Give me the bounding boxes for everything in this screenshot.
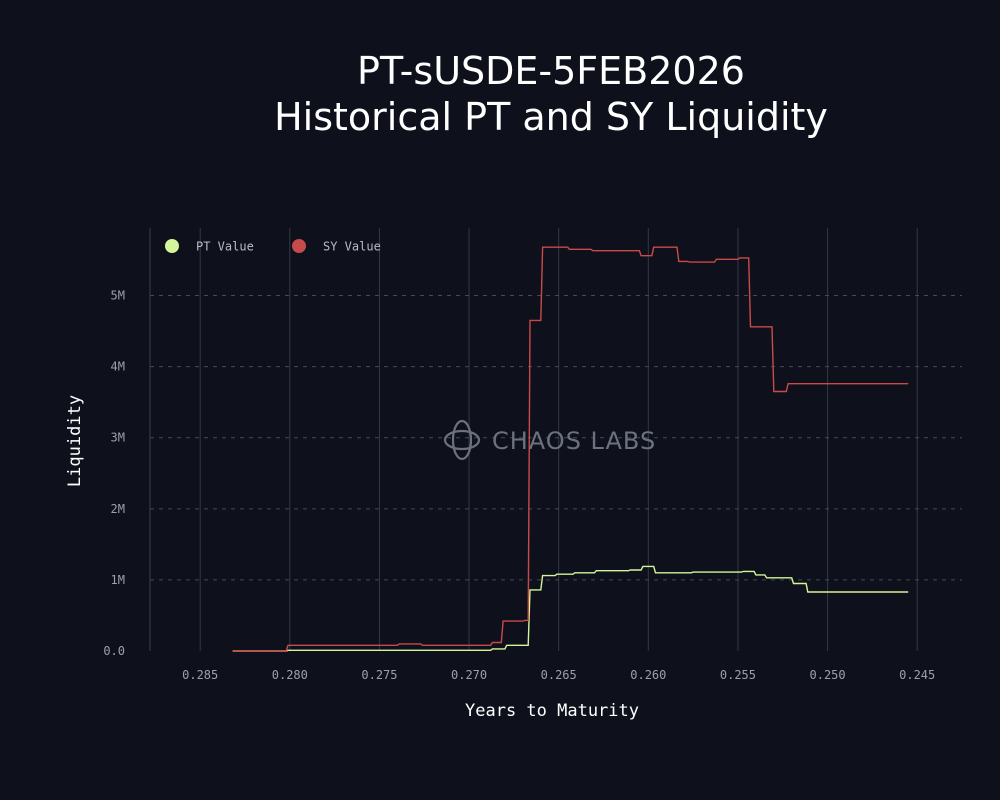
x-tick-label: 0.260 — [630, 668, 666, 682]
x-tick-label: 0.255 — [720, 668, 756, 682]
chart-title: PT-sUSDE-5FEB2026 Historical PT and SY L… — [0, 48, 1000, 140]
axes: 0.285 0.280 0.275 0.270 0.265 0.260 0.255 0.250… — [103, 289, 935, 682]
y-tick-label: 4M — [111, 360, 125, 374]
x-tick-label: 0.250 — [810, 668, 846, 682]
y-tick-label: 1M — [111, 573, 125, 587]
legend: PT Value SY Value — [165, 239, 381, 254]
watermark: CHAOS LABS — [443, 419, 656, 461]
legend-marker-pt-value — [165, 239, 179, 253]
x-tick-label: 0.245 — [899, 668, 935, 682]
x-tick-label: 0.265 — [541, 668, 577, 682]
grid — [149, 228, 962, 651]
y-tick-label: 2M — [111, 502, 125, 516]
pt-value-line — [232, 565, 909, 652]
y-tick-label: 3M — [111, 431, 125, 445]
y-axis-label: Liquidity — [65, 395, 85, 487]
legend-label-pt-value: PT Value — [196, 240, 254, 254]
watermark-text: CHAOS LABS — [492, 427, 656, 455]
x-axis-label: Years to Maturity — [465, 701, 639, 721]
chart-title-line-1: PT-sUSDE-5FEB2026 — [357, 49, 745, 93]
y-tick-label: 5M — [111, 289, 125, 303]
y-tick-label: 0.0 — [103, 644, 125, 658]
x-tick-label: 0.270 — [451, 668, 487, 682]
series-group — [232, 246, 909, 652]
x-tick-label: 0.280 — [272, 668, 308, 682]
x-tick-label: 0.285 — [182, 668, 218, 682]
chaos-labs-logo-icon — [443, 419, 481, 461]
legend-marker-sy-value — [292, 239, 306, 253]
chart-title-line-2: Historical PT and SY Liquidity — [274, 95, 828, 139]
sy-value-line — [232, 246, 909, 652]
legend-label-sy-value: SY Value — [323, 240, 381, 254]
x-tick-label: 0.275 — [361, 668, 397, 682]
